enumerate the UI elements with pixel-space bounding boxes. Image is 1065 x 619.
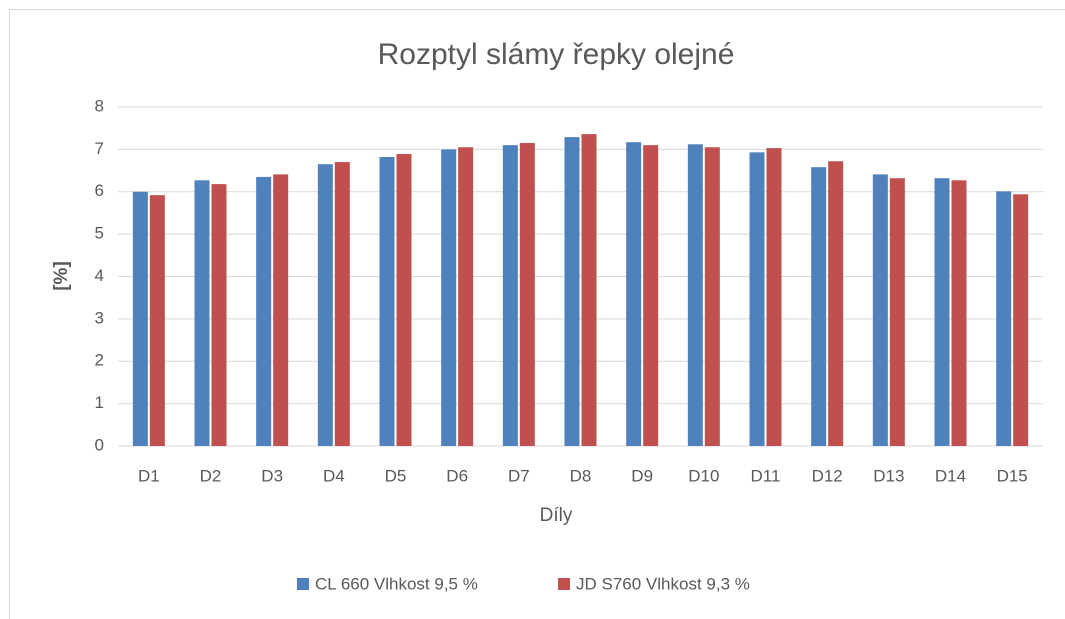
bar [1013, 194, 1029, 446]
x-axis-label: Díly [540, 505, 573, 526]
y-tick-label: 6 [95, 181, 104, 200]
bar [379, 157, 395, 446]
bar [317, 164, 333, 447]
legend-swatch [558, 578, 570, 590]
bar [502, 145, 518, 446]
y-tick-label: 3 [95, 308, 104, 327]
legend-label: CL 660 Vlhkost 9,5 % [315, 574, 478, 593]
bar [872, 174, 888, 446]
bar [334, 162, 350, 446]
chart-border [9, 9, 1065, 619]
x-tick-label: D7 [508, 466, 530, 485]
bar [441, 149, 457, 446]
legend-label: JD S760 Vlhkost 9,3 % [576, 574, 750, 593]
y-axis-label: [%] [51, 261, 72, 291]
bar [704, 147, 720, 446]
bar [581, 134, 597, 446]
chart-title: Rozptyl slámy řepky olejné [378, 38, 735, 71]
x-tick-label: D13 [873, 466, 904, 485]
x-tick-label: D8 [570, 466, 592, 485]
x-tick-label: D3 [261, 466, 283, 485]
bar [626, 142, 642, 446]
bar [749, 152, 765, 446]
bar [458, 147, 474, 446]
y-tick-label: 1 [95, 393, 104, 412]
legend-swatch [297, 578, 309, 590]
bar [889, 178, 905, 446]
y-tick-label: 2 [95, 351, 104, 370]
x-tick-label: D1 [138, 466, 160, 485]
bar [934, 178, 950, 446]
y-tick-label: 0 [95, 435, 104, 454]
bar [564, 137, 580, 446]
x-tick-label: D10 [688, 466, 719, 485]
bar [687, 144, 703, 447]
bar [132, 191, 148, 446]
x-tick-label: D4 [323, 466, 345, 485]
bar [396, 154, 412, 446]
x-tick-label: D15 [997, 466, 1028, 485]
bar [828, 161, 844, 447]
x-tick-label: D5 [385, 466, 407, 485]
y-tick-label: 7 [95, 139, 104, 158]
bar [811, 167, 827, 447]
x-tick-label: D12 [812, 466, 843, 485]
bar [766, 148, 782, 446]
bar [149, 195, 165, 446]
x-tick-label: D11 [751, 466, 781, 485]
bar [643, 145, 659, 446]
x-tick-label: D6 [446, 466, 468, 485]
bar [951, 180, 967, 446]
y-tick-label: 8 [95, 96, 104, 115]
x-tick-label: D14 [935, 466, 966, 485]
x-tick-label: D2 [200, 466, 222, 485]
x-tick-label: D9 [631, 466, 653, 485]
y-tick-label: 5 [95, 224, 104, 243]
y-tick-label: 4 [95, 266, 104, 285]
bar [211, 184, 227, 446]
bar [273, 174, 289, 446]
bar [194, 180, 210, 446]
bar [519, 143, 535, 447]
bar [996, 191, 1012, 446]
bar [256, 176, 272, 446]
